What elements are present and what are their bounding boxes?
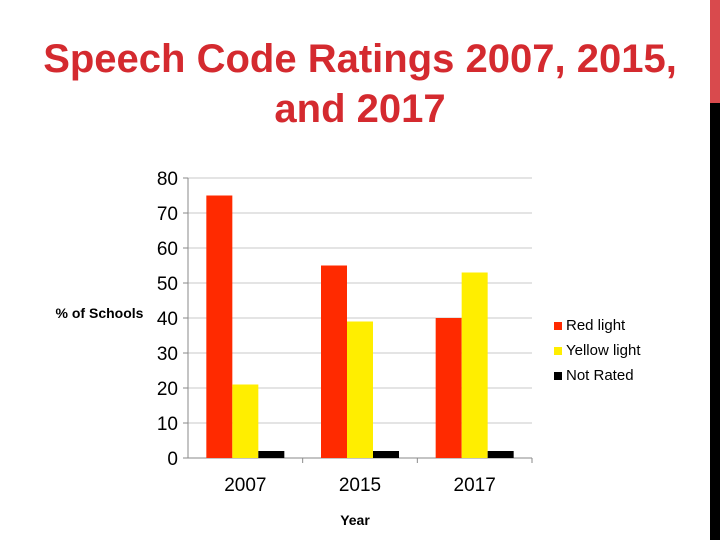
x-tick-label: 2015 xyxy=(339,475,381,496)
sidebar-accent-black xyxy=(710,103,720,540)
legend-swatch-not-rated xyxy=(554,371,562,380)
legend-item-red-light: Red light xyxy=(554,313,641,338)
bar-red-light-2015 xyxy=(321,265,347,458)
legend-label-yellow-light: Yellow light xyxy=(566,342,641,359)
legend-swatch-red-light xyxy=(554,321,562,330)
bar-red-light-2017 xyxy=(435,318,462,458)
bar-yellow-light-2007 xyxy=(232,384,259,458)
y-tick-label: 80 xyxy=(157,169,178,190)
sidebar-accent-red xyxy=(710,0,720,103)
legend-item-yellow-light: Yellow light xyxy=(554,338,641,363)
legend-item-not-rated: Not Rated xyxy=(554,363,641,388)
x-axis-label: Year xyxy=(340,512,370,528)
x-tick-label: 2017 xyxy=(454,475,496,496)
bar-not-rated-2007 xyxy=(258,451,285,458)
bar-yellow-light-2015 xyxy=(347,321,373,458)
slide-title: Speech Code Ratings 2007, 2015, and 2017 xyxy=(43,37,677,131)
bar-not-rated-2015 xyxy=(373,451,399,458)
y-tick-label: 0 xyxy=(167,449,178,470)
y-tick-label: 50 xyxy=(157,274,178,295)
legend-label-red-light: Red light xyxy=(566,317,626,334)
y-tick-label: 70 xyxy=(157,204,178,225)
legend-swatch-yellow-light xyxy=(554,346,562,355)
bar-not-rated-2017 xyxy=(487,451,514,458)
bar-yellow-light-2017 xyxy=(461,272,488,458)
chart-legend: Red light Yellow light Not Rated xyxy=(554,313,641,388)
legend-label-not-rated: Not Rated xyxy=(566,367,634,384)
y-axis-label: % of Schools xyxy=(55,305,144,321)
y-tick-label: 10 xyxy=(157,414,178,435)
x-tick-label: 2007 xyxy=(224,475,266,496)
bar-red-light-2007 xyxy=(206,195,233,458)
y-tick-label: 30 xyxy=(157,344,178,365)
y-tick-label: 40 xyxy=(157,309,178,330)
y-tick-label: 20 xyxy=(157,379,178,400)
y-tick-label: 60 xyxy=(157,239,178,260)
